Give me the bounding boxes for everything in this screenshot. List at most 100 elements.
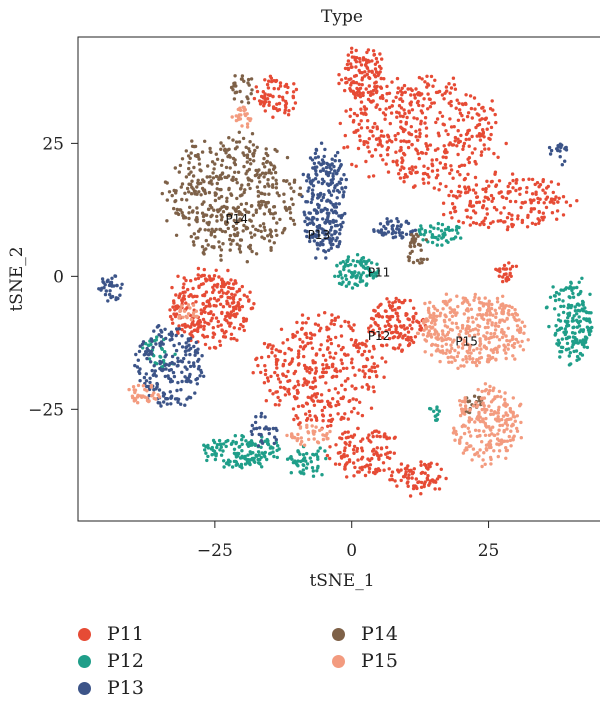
point-p11 [403,472,408,477]
point-p13 [317,203,321,208]
point-p11 [414,485,418,489]
point-p11 [322,405,327,410]
point-p11 [546,184,550,189]
point-p15 [444,342,448,346]
point-p15 [480,464,484,469]
point-p13 [145,356,149,361]
point-p11 [334,335,338,340]
point-p14 [209,230,214,234]
point-p15 [484,416,488,421]
point-p11 [367,60,371,64]
point-p11 [342,146,346,150]
point-p13 [153,369,157,373]
point-p15 [470,458,474,462]
point-p11 [524,190,529,194]
point-p11 [542,201,546,205]
point-p11 [329,404,333,409]
point-p11 [327,327,331,331]
point-p11 [414,129,418,133]
point-p14 [250,235,254,239]
point-p11 [175,304,180,308]
point-p13 [330,233,334,237]
point-p11 [336,315,340,319]
point-p14 [275,233,279,237]
point-p11 [276,87,281,91]
point-p11 [318,347,322,352]
point-p14 [214,152,218,156]
point-p13 [328,170,332,175]
point-p12 [430,233,435,237]
point-p12 [347,269,351,273]
point-p11 [452,125,456,129]
chart-title: Type [321,7,363,27]
point-p11 [183,325,188,329]
point-p13 [311,184,316,188]
point-p12 [430,240,435,245]
point-p14 [186,154,191,158]
point-p11 [343,319,347,324]
point-p15 [492,347,497,351]
point-p14 [233,91,237,95]
point-p12 [237,445,241,449]
point-p11 [214,316,219,320]
point-p11 [377,457,381,461]
point-p11 [279,327,284,331]
point-p15 [484,447,488,451]
point-p14 [248,157,252,162]
point-p13 [336,150,340,155]
point-p14 [238,89,242,94]
point-p13 [317,233,321,237]
point-p11 [509,274,513,278]
point-p11 [453,139,457,143]
point-p13 [335,171,339,175]
point-p11 [424,151,428,156]
point-p13 [180,345,185,349]
point-p11 [190,333,194,338]
point-p11 [358,134,362,138]
point-p12 [346,255,351,259]
point-p11 [208,311,213,315]
point-p11 [241,316,246,321]
point-p13 [165,402,169,406]
point-p13 [329,167,333,171]
point-p14 [424,238,428,242]
point-p11 [478,223,482,227]
point-p11 [400,156,404,160]
point-p15 [523,324,527,328]
point-p14 [202,188,207,192]
point-p15 [468,345,472,350]
point-p12 [572,349,576,354]
point-p11 [555,217,559,221]
point-p11 [291,332,295,337]
point-p11 [366,119,370,123]
point-p11 [336,344,341,348]
point-p13 [168,390,172,394]
point-p15 [504,420,508,425]
point-p13 [327,248,331,252]
point-p11 [314,416,319,420]
point-p14 [292,180,297,184]
point-p13 [343,185,348,190]
point-p15 [500,423,505,427]
point-p11 [313,378,317,383]
point-p11 [438,475,442,479]
point-p11 [371,49,376,53]
point-p14 [204,213,209,217]
point-p15 [489,332,493,336]
point-p11 [276,377,281,381]
point-p15 [448,350,452,354]
point-p12 [353,264,358,268]
point-p12 [230,465,235,469]
point-p14 [248,140,252,144]
point-p14 [238,244,242,248]
point-p13 [152,372,156,376]
point-p15 [449,343,453,347]
point-p11 [371,134,375,138]
point-p11 [212,274,217,278]
point-p11 [387,300,391,304]
point-p12 [421,238,425,242]
point-p15 [510,312,515,317]
point-p11 [485,179,489,183]
point-p11 [196,266,201,271]
point-p14 [234,140,239,144]
